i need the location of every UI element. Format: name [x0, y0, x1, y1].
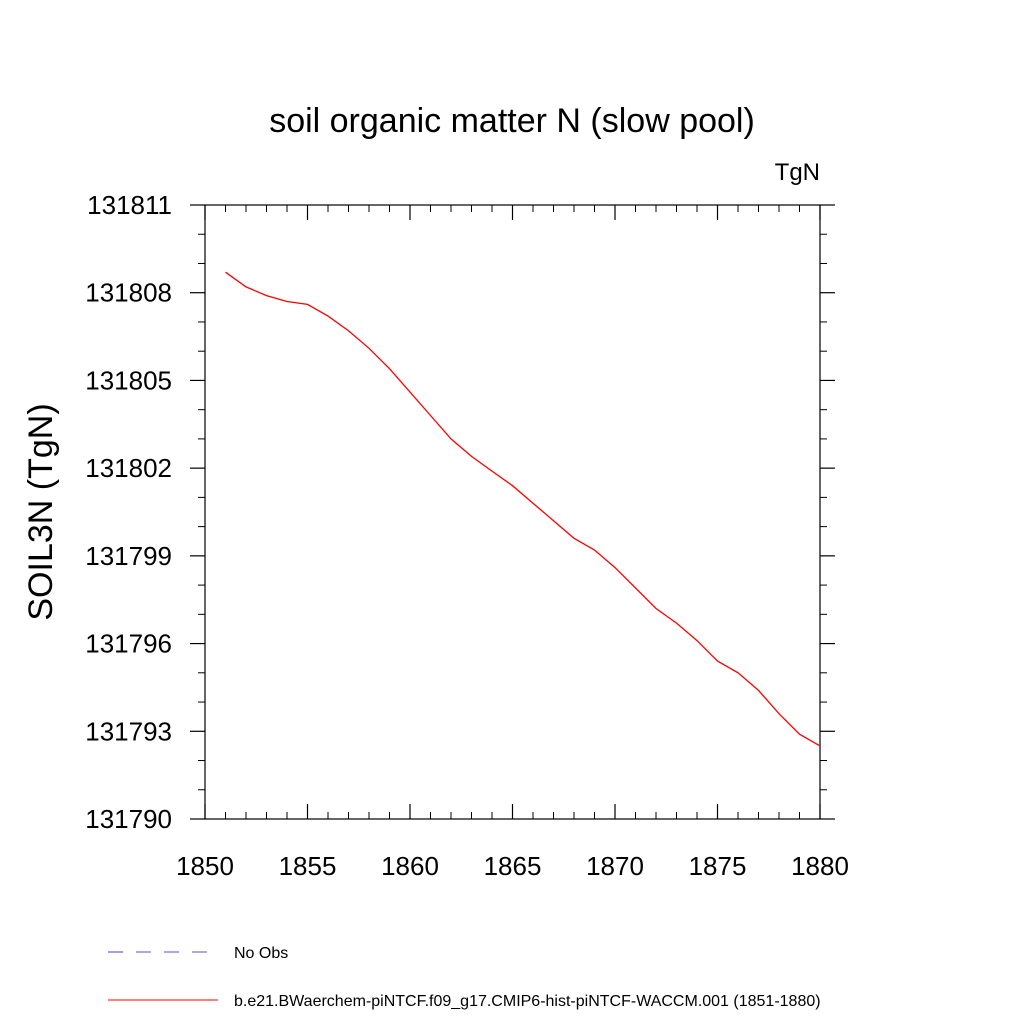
units-label: TgN [775, 159, 820, 186]
y-tick-label: 131796 [85, 629, 172, 659]
x-tick-label: 1855 [279, 851, 337, 881]
chart-title: soil organic matter N (slow pool) [269, 102, 755, 140]
y-tick-label: 131805 [85, 365, 172, 395]
x-tick-label: 1850 [176, 851, 234, 881]
y-tick-label: 131808 [85, 278, 172, 308]
y-axis-label: SOIL3N (TgN) [22, 403, 60, 620]
legend: No Obs b.e21.BWaerchem-piNTCF.f09_g17.CMI… [108, 945, 821, 1010]
y-tick-label: 131802 [85, 453, 172, 483]
y-tick-label: 131799 [85, 541, 172, 571]
x-tick-label: 1860 [381, 851, 439, 881]
y-tick-label: 131811 [87, 190, 172, 220]
series-layer [225, 271, 821, 747]
y-tick-label: 131790 [85, 804, 172, 834]
series-line-1 [225, 271, 821, 747]
x-tick-label: 1870 [586, 851, 644, 881]
legend-label-0: No Obs [234, 945, 288, 962]
plot-frame [204, 204, 821, 820]
x-tick-label: 1865 [484, 851, 542, 881]
legend-label-1: b.e21.BWaerchem-piNTCF.f09_g17.CMIP6-his… [234, 993, 821, 1010]
x-tick-label: 1880 [791, 851, 849, 881]
x-tick-label: 1875 [689, 851, 747, 881]
axes: 1850 1855 1860 1865 1870 1875 1880 131790 131793… [85, 190, 849, 881]
y-tick-label: 131793 [85, 716, 172, 746]
